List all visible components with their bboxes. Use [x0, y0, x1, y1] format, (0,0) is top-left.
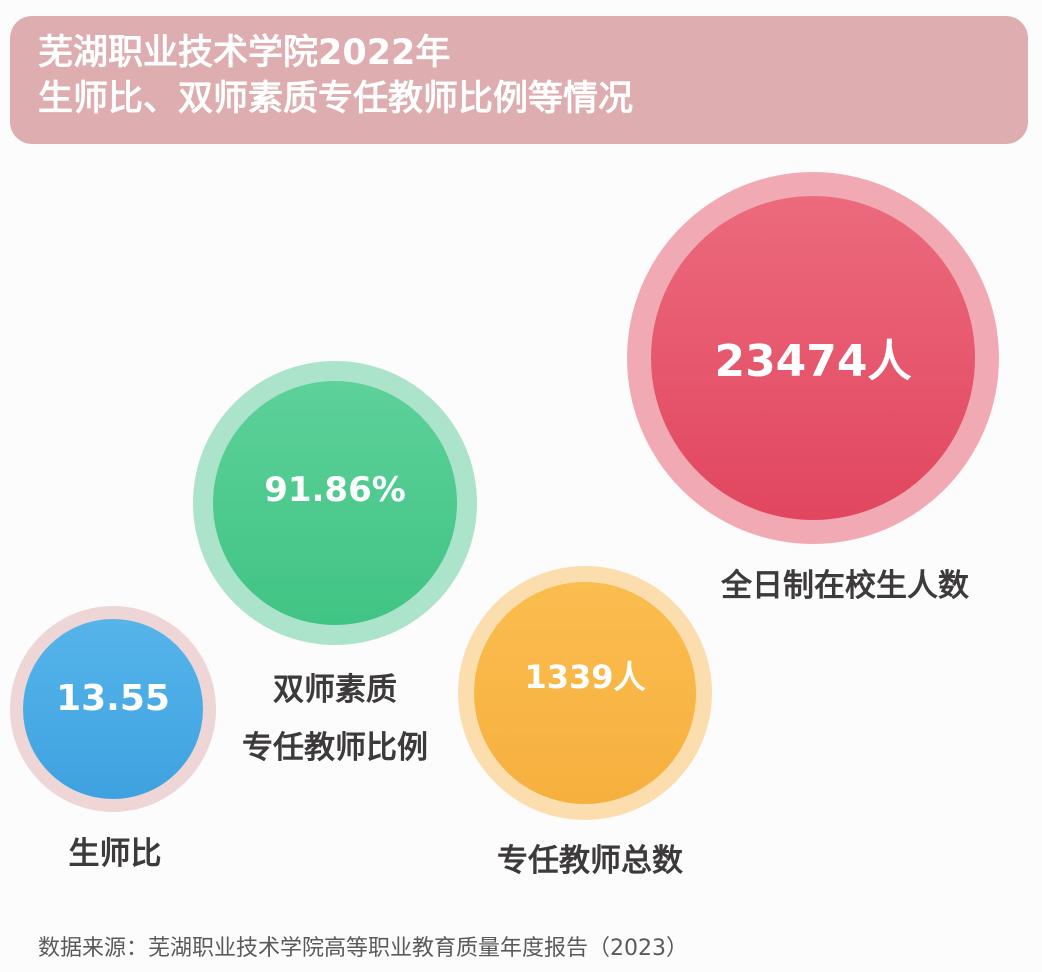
bubble-dual-teacher: 91.86%: [193, 361, 477, 645]
label-dual-teacher-line2: 专任教师比例: [242, 730, 428, 766]
value-students: 23474人: [714, 336, 912, 387]
title-line-1: 芜湖职业技术学院2022年: [38, 33, 451, 73]
value-dual-teacher: 91.86%: [264, 470, 406, 510]
value-teachers: 1339人: [524, 658, 646, 696]
title-banner: 芜湖职业技术学院2022年 生师比、双师素质专任教师比例等情况: [10, 16, 1028, 144]
bubble-teachers: 1339人: [458, 566, 712, 820]
value-ratio: 13.55: [56, 677, 170, 719]
bubble-students: 23474人: [627, 172, 999, 544]
bubble-teachers-core: 1339人: [474, 582, 696, 804]
bubble-dual-teacher-core: 91.86%: [213, 381, 457, 625]
label-ratio: 生师比: [68, 836, 162, 872]
bubble-ratio-core: 13.55: [23, 619, 203, 799]
bubble-ratio: 13.55: [10, 606, 216, 812]
title-line-2: 生师比、双师素质专任教师比例等情况: [38, 79, 634, 119]
data-source: 数据来源：芜湖职业技术学院高等职业教育质量年度报告（2023）: [38, 936, 688, 961]
label-teachers: 专任教师总数: [497, 843, 683, 879]
label-dual-teacher-line1: 双师素质: [273, 672, 397, 708]
label-students: 全日制在校生人数: [721, 568, 969, 604]
bubble-students-core: 23474人: [651, 196, 975, 520]
